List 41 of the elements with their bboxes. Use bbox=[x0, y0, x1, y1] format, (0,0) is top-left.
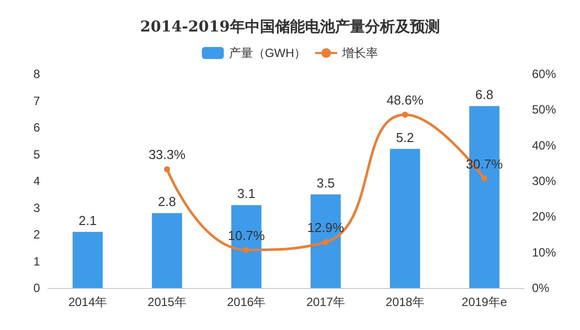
data-label: 33.3% bbox=[148, 147, 186, 162]
data-label: 2.1 bbox=[78, 212, 97, 228]
point bbox=[402, 112, 408, 118]
x-tick-label: 2016年 bbox=[226, 295, 266, 309]
data-label: 3.1 bbox=[237, 186, 256, 202]
x-tick-label: 2017年 bbox=[306, 295, 346, 309]
x-tick-label: 2015年 bbox=[148, 295, 186, 309]
point bbox=[243, 246, 250, 253]
y2-tick-label: 10% bbox=[532, 245, 556, 260]
x-tick-label: 2018年 bbox=[386, 295, 424, 309]
point bbox=[164, 166, 170, 172]
y2-tick-label: 20% bbox=[532, 210, 556, 224]
bar bbox=[72, 232, 103, 288]
bar bbox=[390, 148, 420, 288]
legend-label: 产量（GWH） bbox=[228, 46, 306, 60]
legend-label: 增长率 bbox=[341, 46, 378, 60]
y-tick-label: 8 bbox=[33, 67, 40, 81]
data-label: 48.6% bbox=[386, 92, 424, 108]
y-tick-label: 5 bbox=[33, 147, 40, 162]
y-tick-label: 3 bbox=[33, 200, 40, 215]
point bbox=[481, 176, 488, 182]
y-tick-label: 1 bbox=[33, 254, 40, 268]
data-label: 6.8 bbox=[475, 87, 494, 102]
y-tick-label: 6 bbox=[33, 120, 40, 134]
x-tick-label: 2019年e bbox=[462, 295, 508, 309]
data-label: 3.5 bbox=[316, 175, 335, 190]
y2-tick-label: 30% bbox=[532, 174, 556, 188]
chart-title: 2014-2019年中国储能电池产量分析及预测 bbox=[140, 18, 440, 36]
y-tick-label: 7 bbox=[33, 94, 40, 108]
y-tick-label: 2 bbox=[33, 228, 40, 242]
point bbox=[322, 238, 329, 245]
y-tick-label: 4 bbox=[33, 174, 40, 188]
data-label: 5.2 bbox=[396, 130, 414, 145]
y-tick-label: 0 bbox=[33, 281, 40, 295]
y2-tick-label: 40% bbox=[532, 138, 556, 152]
y2-tick-label: 60% bbox=[532, 67, 556, 81]
y2-tick-label: 0% bbox=[532, 281, 550, 295]
y2-tick-label: 50% bbox=[532, 102, 556, 117]
bar bbox=[152, 213, 182, 288]
data-label: 2.8 bbox=[158, 194, 176, 210]
x-tick-label: 2014年 bbox=[68, 295, 108, 309]
